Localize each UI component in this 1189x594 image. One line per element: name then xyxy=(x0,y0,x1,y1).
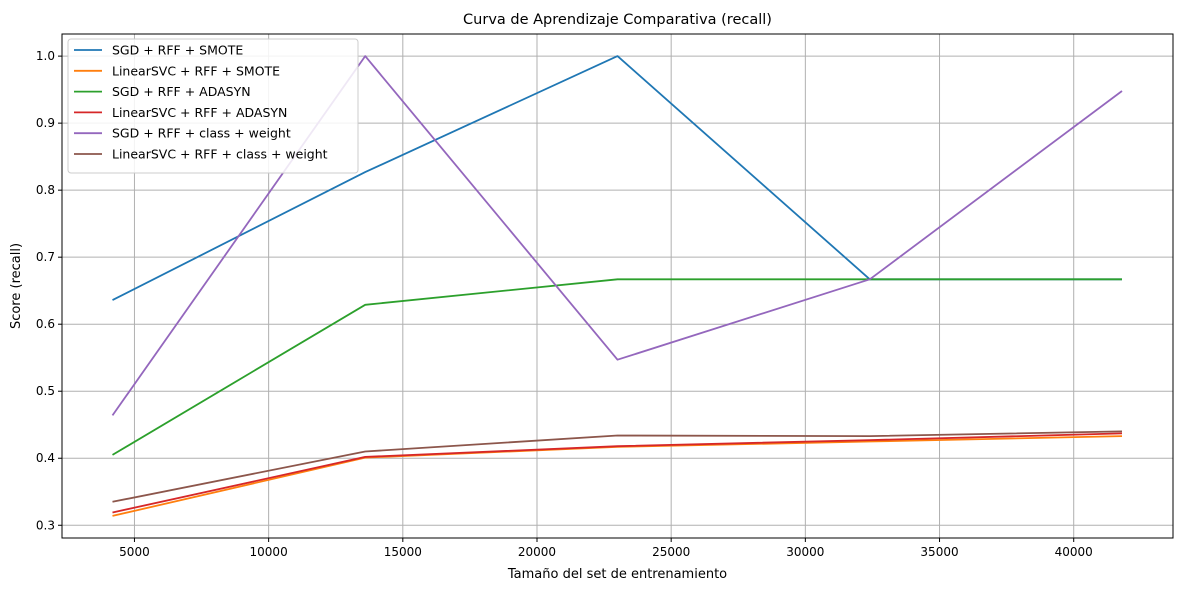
x-axis-label: Tamaño del set de entrenamiento xyxy=(507,567,727,582)
x-tick-label: 20000 xyxy=(518,545,556,559)
series-line-2 xyxy=(112,435,1123,517)
x-tick-label: 5000 xyxy=(119,545,150,559)
x-tick-label: 35000 xyxy=(920,545,958,559)
y-tick-label: 0.4 xyxy=(36,451,55,465)
legend-label: LinearSVC + RFF + SMOTE xyxy=(112,63,280,78)
x-tick-label: 25000 xyxy=(652,545,690,559)
legend-label: LinearSVC + RFF + class + weight xyxy=(112,147,328,162)
plot-frame xyxy=(61,33,1174,539)
y-tick-label: 0.3 xyxy=(36,518,55,532)
y-tick-label: 0.5 xyxy=(36,384,55,398)
legend: SGD + RFF + SMOTE LinearSVC + RFF + SMOTE… xyxy=(67,38,359,174)
x-tick-label: 15000 xyxy=(384,545,422,559)
y-tick-label: 0.9 xyxy=(36,116,55,130)
chart-title: Curva de Aprendizaje Comparativa (recall… xyxy=(463,12,772,28)
legend-label: SGD + RFF + class + weight xyxy=(112,126,291,141)
y-tick-label: 0.7 xyxy=(36,250,55,264)
legend-label: SGD + RFF + ADASYN xyxy=(112,84,251,99)
legend-label: LinearSVC + RFF + ADASYN xyxy=(112,105,287,120)
y-tick-label: 1.0 xyxy=(36,49,55,63)
x-tick-label: 40000 xyxy=(1055,545,1093,559)
series-line-4 xyxy=(112,432,1123,514)
y-axis-label: Score (recall) xyxy=(9,243,24,329)
series-lines xyxy=(111,55,1123,517)
legend-box xyxy=(67,38,359,174)
y-tick-label: 0.8 xyxy=(36,183,55,197)
x-axis-ticks: 5000 10000 15000 20000 25000 30000 35000 40000 xyxy=(119,538,1093,559)
series-line-6 xyxy=(112,430,1123,503)
x-tick-label: 10000 xyxy=(250,545,288,559)
legend-label: SGD + RFF + SMOTE xyxy=(112,43,243,58)
y-axis-ticks: 0.3 0.4 0.5 0.6 0.7 0.8 0.9 1.0 xyxy=(36,49,62,532)
y-tick-label: 0.6 xyxy=(36,317,55,331)
series-line-5 xyxy=(111,55,1123,416)
series-line-3 xyxy=(112,278,1122,456)
x-tick-label: 30000 xyxy=(786,545,824,559)
